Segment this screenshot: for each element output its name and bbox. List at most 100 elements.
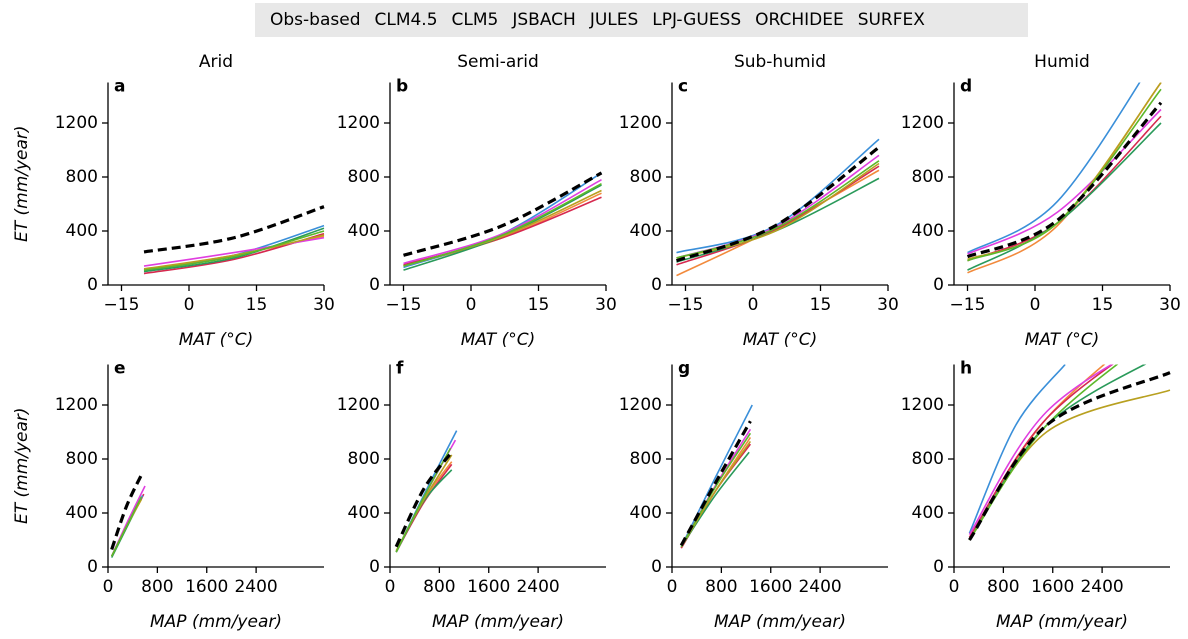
panel-label: e	[114, 359, 126, 379]
y-tick-label: 1200	[55, 395, 98, 415]
y-tick-label: 1200	[901, 395, 944, 415]
x-tick-label: 2400	[1080, 577, 1123, 597]
x-tick-label: 800	[141, 577, 173, 597]
y-tick-label: 400	[912, 503, 944, 523]
series-line	[967, 82, 1141, 254]
series-line	[967, 88, 1162, 262]
series-line	[676, 138, 880, 254]
series-line	[967, 108, 1162, 255]
y-tick-label: 800	[66, 449, 98, 469]
series-line	[968, 371, 1171, 541]
panel-label: f	[396, 359, 404, 379]
panel-label: c	[678, 77, 688, 97]
series-line	[143, 234, 325, 270]
y-tick-label: 0	[651, 275, 662, 295]
panel-title: Sub-humid	[734, 52, 826, 72]
x-tick-label: 1600	[185, 577, 228, 597]
y-axis-label: ET (mm/year)	[12, 407, 32, 524]
y-tick-label: 400	[630, 503, 662, 523]
legend-box	[255, 3, 1028, 37]
y-tick-label: 1200	[619, 395, 662, 415]
x-axis-label: MAT (°C)	[461, 330, 535, 350]
series-line	[679, 420, 752, 547]
panel-label: d	[960, 77, 972, 97]
series-line	[675, 146, 880, 263]
x-tick-label: 0	[184, 295, 195, 315]
legend-label: JSBACH	[511, 10, 575, 30]
x-tick-label: 0	[1030, 295, 1041, 315]
series-line	[403, 183, 602, 267]
x-tick-label: 0	[748, 295, 759, 315]
x-tick-label: 30	[313, 295, 335, 315]
panel-label: b	[396, 77, 408, 97]
x-tick-label: 2400	[516, 577, 559, 597]
x-tick-label: 0	[466, 295, 477, 315]
series-line	[676, 165, 880, 266]
x-axis-label: MAP (mm/year)	[432, 612, 564, 632]
legend-label: SURFEX	[858, 10, 926, 30]
panel-title: Humid	[1034, 52, 1090, 72]
y-tick-label: 800	[912, 449, 944, 469]
panel-label: a	[114, 77, 125, 97]
y-tick-label: 0	[369, 275, 380, 295]
series-line	[968, 364, 1147, 541]
legend-label: LPJ-GUESS	[652, 10, 741, 30]
legend-label: Obs-based	[270, 10, 360, 30]
x-axis-label: MAP (mm/year)	[150, 612, 282, 632]
x-axis-label: MAP (mm/year)	[996, 612, 1128, 632]
series-line	[403, 178, 602, 265]
x-tick-label: 0	[103, 577, 114, 597]
series-line	[968, 364, 1066, 534]
series-line	[967, 115, 1162, 262]
series-line	[968, 389, 1171, 541]
x-tick-label: −15	[950, 295, 986, 315]
legend-label: CLM5	[452, 10, 499, 30]
legend-label: ORCHIDEE	[755, 10, 844, 30]
y-tick-label: 800	[630, 449, 662, 469]
legend-label: CLM4.5	[374, 10, 437, 30]
x-axis-label: MAP (mm/year)	[714, 612, 846, 632]
series-line	[967, 82, 1162, 274]
series-line	[968, 364, 1114, 538]
x-tick-label: −15	[104, 295, 140, 315]
y-tick-label: 400	[66, 221, 98, 241]
y-tick-label: 0	[933, 275, 944, 295]
series-line	[967, 82, 1162, 261]
x-tick-label: 800	[705, 577, 737, 597]
x-tick-label: 0	[385, 577, 396, 597]
series-line	[143, 227, 325, 273]
panel-title: Arid	[199, 52, 233, 72]
series-line	[676, 160, 880, 259]
series-line	[143, 236, 325, 267]
y-tick-label: 400	[912, 221, 944, 241]
y-tick-label: 1200	[55, 113, 98, 133]
x-tick-label: 15	[1092, 295, 1114, 315]
y-tick-label: 1200	[337, 113, 380, 133]
y-tick-label: 400	[348, 221, 380, 241]
x-tick-label: 0	[667, 577, 678, 597]
x-tick-label: 15	[810, 295, 832, 315]
legend-label: JULES	[589, 10, 638, 30]
y-tick-label: 800	[348, 167, 380, 187]
x-tick-label: 30	[595, 295, 617, 315]
y-tick-label: 400	[348, 503, 380, 523]
x-tick-label: 800	[423, 577, 455, 597]
y-tick-label: 400	[630, 221, 662, 241]
x-tick-label: 0	[949, 577, 960, 597]
x-tick-label: 1600	[1031, 577, 1074, 597]
y-tick-label: 400	[66, 503, 98, 523]
y-axis-label: ET (mm/year)	[12, 125, 32, 242]
y-tick-label: 800	[630, 167, 662, 187]
series-line	[395, 469, 453, 553]
x-tick-label: 2400	[798, 577, 841, 597]
series-line	[968, 364, 1114, 536]
x-tick-label: 30	[877, 295, 899, 315]
x-axis-label: MAT (°C)	[743, 330, 817, 350]
panel-label: g	[678, 359, 690, 379]
series-line	[110, 496, 143, 557]
x-tick-label: 1600	[467, 577, 510, 597]
series-line	[394, 451, 453, 548]
x-tick-label: 30	[1159, 295, 1181, 315]
y-tick-label: 800	[348, 449, 380, 469]
